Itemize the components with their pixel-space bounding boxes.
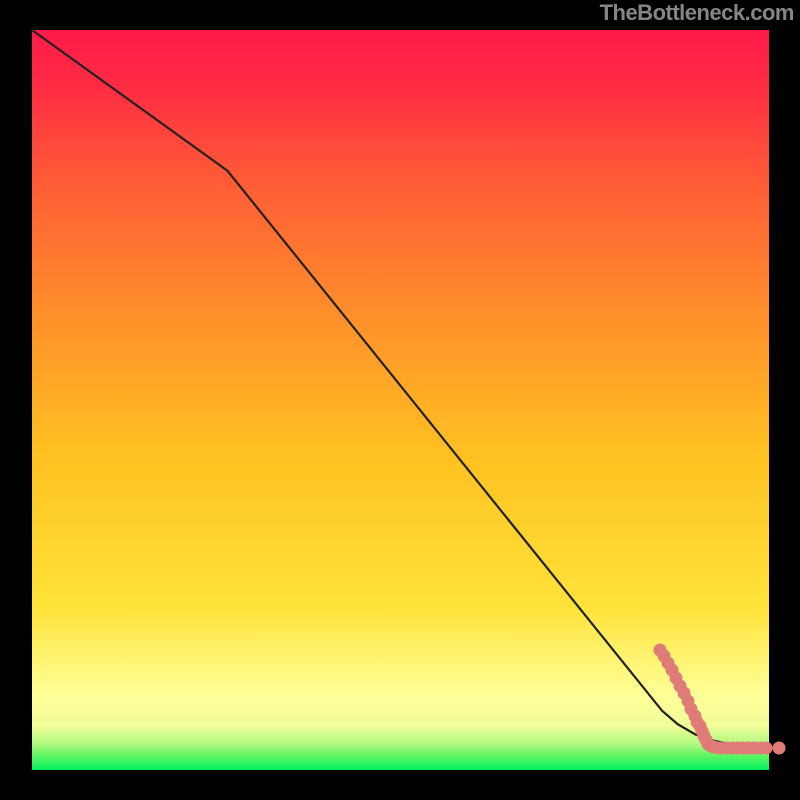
data-marker [773, 742, 786, 755]
chart-root: TheBottleneck.com [0, 0, 800, 800]
data-marker [760, 742, 773, 755]
watermark-text: TheBottleneck.com [600, 0, 794, 26]
chart-svg [0, 0, 800, 800]
